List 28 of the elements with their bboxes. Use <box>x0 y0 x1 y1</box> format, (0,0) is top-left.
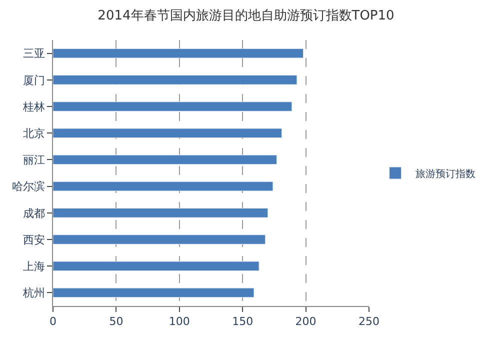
bar <box>53 261 260 272</box>
x-tick-label: 250 <box>358 315 380 328</box>
x-tick-label: 0 <box>50 315 56 328</box>
x-tick-label: 100 <box>168 315 190 328</box>
y-tick-label: 西安 <box>22 233 45 246</box>
y-tick-label: 厦门 <box>22 74 45 87</box>
chart-title: 2014年春节国内旅游目的地自助游预订指数TOP10 <box>98 8 394 24</box>
y-tick-label: 北京 <box>22 126 45 140</box>
y-tick-label: 成都 <box>22 206 45 220</box>
bar <box>53 288 254 298</box>
y-tick-label: 丽江 <box>22 154 45 167</box>
y-tick-label: 三亚 <box>22 47 45 60</box>
bar <box>53 154 277 165</box>
legend-label: 旅游预订指数 <box>415 168 476 180</box>
x-tick-label: 150 <box>232 315 254 328</box>
bar <box>53 128 282 138</box>
y-tick-label: 上海 <box>22 260 45 273</box>
x-tick-label: 200 <box>295 315 316 328</box>
y-tick-label: 哈尔滨 <box>12 180 45 194</box>
bar <box>53 208 268 218</box>
x-tick-label: 50 <box>109 315 124 328</box>
bar <box>53 48 304 58</box>
y-tick-label: 桂林 <box>22 100 45 114</box>
y-tick-label: 杭州 <box>22 286 45 300</box>
bar <box>53 181 274 192</box>
bar <box>53 102 292 112</box>
bar <box>53 234 266 244</box>
bar <box>53 75 298 85</box>
